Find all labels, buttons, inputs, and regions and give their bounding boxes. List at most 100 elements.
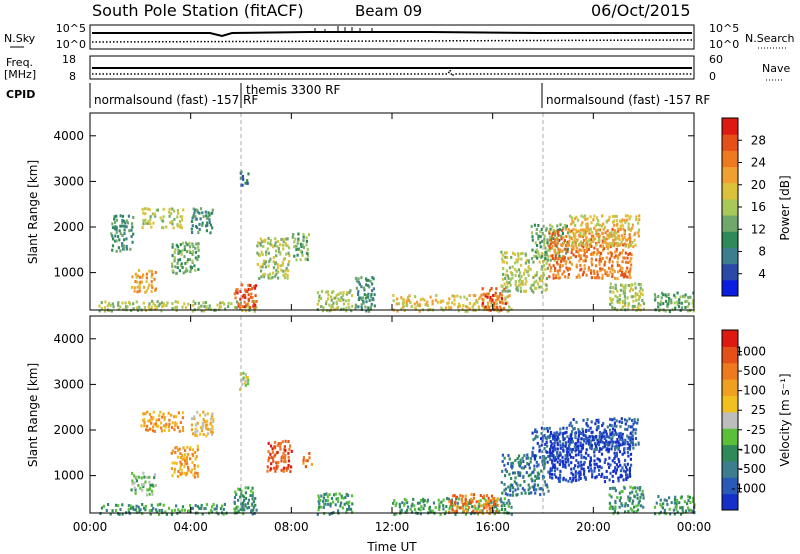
echo-cell	[614, 505, 617, 509]
echo-cell	[162, 226, 165, 230]
echo-cell	[595, 428, 598, 432]
echo-cell	[179, 421, 182, 425]
echo-cell	[623, 272, 627, 276]
echo-cell	[510, 512, 513, 516]
echo-cell	[504, 273, 507, 277]
nsearch-label: N.Search	[745, 32, 795, 45]
echo-cell	[203, 507, 206, 511]
echo-cell	[578, 450, 581, 454]
echo-cell	[549, 451, 552, 455]
echo-cell	[601, 273, 604, 277]
echo-cell	[481, 287, 484, 291]
echo-cell	[154, 214, 157, 218]
echo-cell	[626, 296, 629, 300]
echo-cell	[174, 451, 177, 454]
echo-cell	[608, 466, 611, 469]
echo-cell	[590, 257, 593, 261]
echo-cell	[126, 305, 129, 309]
echo-cell	[631, 425, 634, 429]
echo-cell	[187, 302, 190, 306]
echo-cell	[590, 430, 593, 434]
echo-cell	[134, 488, 137, 492]
echo-cell	[212, 418, 215, 421]
echo-cell	[580, 267, 583, 271]
echo-cell	[614, 250, 617, 254]
echo-cell	[199, 426, 203, 430]
echo-cell	[148, 307, 151, 311]
echo-cell	[555, 276, 558, 280]
echo-cell	[574, 473, 577, 477]
echo-cell	[115, 509, 118, 512]
y-tick-label: 1000	[53, 266, 84, 280]
echo-cell	[242, 177, 245, 181]
echo-cell	[535, 460, 538, 464]
echo-cell	[259, 237, 262, 241]
echo-cell	[187, 468, 190, 472]
echo-cell	[176, 215, 179, 219]
echo-cell	[327, 502, 330, 506]
echo-cell	[684, 293, 687, 297]
echo-cell	[262, 273, 265, 277]
echo-cell	[403, 301, 406, 304]
echo-cell	[325, 300, 328, 304]
echo-cell	[301, 243, 304, 247]
echo-cell	[613, 276, 617, 280]
echo-cell	[660, 296, 663, 300]
echo-cell	[615, 247, 618, 251]
echo-cell	[408, 294, 411, 298]
echo-cell	[448, 297, 451, 301]
echo-cell	[664, 309, 667, 313]
echo-cell	[571, 242, 574, 246]
echo-cell	[502, 501, 505, 505]
echo-cell	[504, 255, 507, 259]
echo-cell	[604, 231, 607, 235]
echo-cell	[177, 211, 180, 215]
echo-cell	[629, 240, 632, 244]
echo-cell	[185, 250, 189, 254]
echo-cell	[583, 267, 586, 271]
nave-trace	[92, 68, 692, 78]
echo-cell	[594, 422, 597, 426]
echo-cell	[197, 242, 200, 246]
echo-cell	[597, 232, 600, 236]
echo-cell	[202, 309, 206, 313]
echo-cell	[524, 261, 527, 265]
echo-cell	[276, 450, 279, 454]
echo-cell	[179, 243, 182, 247]
echo-cell	[533, 280, 536, 284]
echo-cell	[612, 480, 615, 483]
echo-cell	[459, 295, 462, 299]
echo-cell	[540, 443, 543, 447]
echo-cell	[191, 461, 194, 465]
echo-cell	[594, 444, 597, 448]
echo-cell	[559, 431, 562, 435]
echo-cell	[557, 233, 560, 237]
echo-cell	[600, 224, 603, 228]
echo-cell	[457, 302, 461, 306]
echo-cell	[204, 507, 207, 510]
echo-cell	[641, 299, 644, 302]
echo-cell	[211, 424, 214, 428]
echo-cell	[595, 230, 598, 234]
colorbar-swatch	[722, 379, 738, 396]
echo-cell	[496, 497, 499, 501]
echo-cell	[556, 435, 559, 439]
echo-cell	[632, 428, 635, 432]
echo-cell	[586, 418, 589, 422]
echo-cell	[628, 446, 631, 450]
echo-cell	[605, 435, 608, 439]
echo-cell	[129, 247, 132, 251]
echo-cell	[578, 235, 581, 239]
echo-cell	[607, 218, 610, 222]
echo-cell	[277, 276, 280, 280]
echo-cell	[589, 440, 592, 444]
echo-cell	[572, 456, 575, 460]
echo-cell	[133, 481, 136, 485]
echo-cell	[538, 487, 541, 491]
echo-cell	[638, 499, 641, 503]
echo-cell	[611, 272, 614, 276]
colorbar-tick-label: 25	[751, 403, 766, 417]
echo-cell	[544, 257, 547, 260]
echo-cell	[253, 300, 257, 304]
echo-cell	[252, 505, 255, 509]
